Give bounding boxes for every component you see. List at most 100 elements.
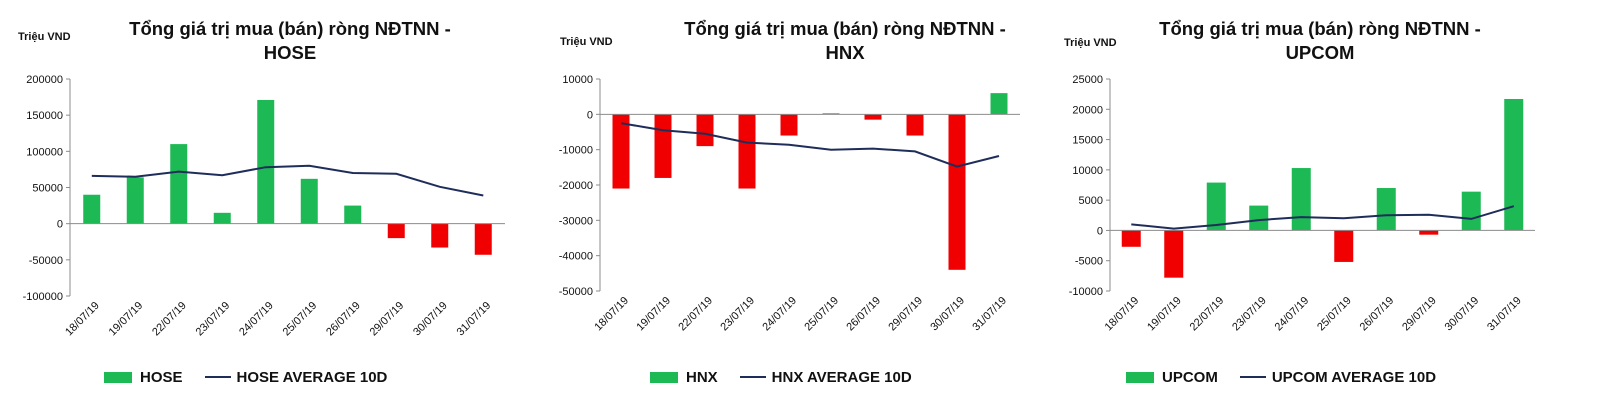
average-line bbox=[91, 164, 484, 197]
y-tick-label: 0 bbox=[57, 219, 63, 231]
y-unit-label: Triệu VND bbox=[1064, 37, 1117, 49]
legend-bar-swatch bbox=[1126, 371, 1154, 383]
bar-29-07-19 bbox=[906, 114, 924, 136]
x-tick-label: 29/07/19 bbox=[886, 295, 925, 334]
y-tick-label: 0 bbox=[1097, 225, 1103, 237]
y-tick-label: 0 bbox=[587, 109, 593, 121]
chart-legend: UPCOM UPCOM AVERAGE 10D bbox=[1126, 366, 1436, 388]
legend-bar-label: HOSE bbox=[140, 368, 183, 386]
bar-29-07-19 bbox=[387, 223, 405, 239]
bar-30-07-19 bbox=[1461, 191, 1481, 231]
x-tick-label: 19/07/19 bbox=[634, 295, 673, 334]
bar-22-07-19 bbox=[170, 144, 188, 224]
bar-24-07-19 bbox=[257, 99, 275, 224]
legend-bar-swatch bbox=[650, 371, 678, 383]
bar-23-07-19 bbox=[1249, 205, 1269, 231]
y-tick-label: 10000 bbox=[1072, 165, 1103, 177]
y-tick-label: -50000 bbox=[29, 255, 63, 267]
x-tick-label: 23/07/19 bbox=[194, 300, 233, 339]
x-tick-label: 22/07/19 bbox=[676, 295, 715, 334]
bar-26-07-19 bbox=[1376, 188, 1396, 231]
y-tick-label: 25000 bbox=[1072, 74, 1103, 86]
bar-31-07-19 bbox=[474, 223, 492, 255]
chart-panel-upcom: Triệu VND Tổng giá trị mua (bán) ròng NĐ… bbox=[1064, 0, 1600, 414]
y-tick-label: -30000 bbox=[559, 215, 593, 227]
bar-24-07-19 bbox=[780, 114, 798, 136]
x-tick-label: 24/07/19 bbox=[1273, 295, 1312, 334]
x-tick-label: 30/07/19 bbox=[928, 295, 967, 334]
chart-title-line1: Tổng giá trị mua (bán) ròng NĐTNN - bbox=[129, 18, 451, 39]
bar-23-07-19 bbox=[213, 212, 231, 224]
x-tick-label: 24/07/19 bbox=[237, 300, 276, 339]
x-tick-label: 23/07/19 bbox=[718, 295, 757, 334]
legend-line-label: HNX AVERAGE 10D bbox=[771, 368, 912, 386]
y-tick-label: 5000 bbox=[1079, 195, 1103, 207]
y-tick-label: 150000 bbox=[26, 110, 63, 122]
chart-title-line1: Tổng giá trị mua (bán) ròng NĐTNN - bbox=[1159, 18, 1481, 39]
y-tick-label: -100000 bbox=[23, 291, 63, 303]
y-tick-label: 20000 bbox=[1072, 104, 1103, 116]
x-tick-label: 25/07/19 bbox=[1315, 295, 1354, 334]
bar-26-07-19 bbox=[864, 114, 882, 120]
legend-bar-label: HNX bbox=[686, 368, 718, 386]
x-tick-label: 18/07/19 bbox=[63, 300, 102, 339]
x-tick-label: 31/07/19 bbox=[970, 295, 1009, 334]
bar-19-07-19 bbox=[126, 177, 144, 224]
bar-18-07-19 bbox=[83, 194, 101, 224]
x-tick-label: 19/07/19 bbox=[1145, 295, 1184, 334]
legend-line-swatch bbox=[204, 376, 231, 378]
x-tick-label: 25/07/19 bbox=[802, 295, 841, 334]
bar-23-07-19 bbox=[738, 114, 756, 189]
bar-19-07-19 bbox=[1164, 230, 1184, 278]
bar-18-07-19 bbox=[1121, 230, 1141, 247]
x-tick-label: 18/07/19 bbox=[592, 295, 631, 334]
x-tick-label: 22/07/19 bbox=[150, 300, 189, 339]
y-tick-label: 50000 bbox=[32, 183, 63, 195]
x-tick-label: 30/07/19 bbox=[1443, 295, 1482, 334]
x-tick-label: 31/07/19 bbox=[455, 300, 494, 339]
x-tick-label: 29/07/19 bbox=[1400, 295, 1439, 334]
chart-title: Tổng giá trị mua (bán) ròng NĐTNN - HNX bbox=[655, 17, 1035, 65]
chart-legend: HOSE HOSE AVERAGE 10D bbox=[104, 366, 387, 388]
average-line bbox=[620, 122, 1000, 168]
legend-bar-swatch bbox=[104, 371, 132, 383]
bar-24-07-19 bbox=[1291, 168, 1311, 231]
y-tick-label: 100000 bbox=[26, 146, 63, 158]
x-tick-label: 18/07/19 bbox=[1103, 295, 1142, 334]
y-unit-label: Triệu VND bbox=[18, 31, 71, 43]
x-tick-label: 19/07/19 bbox=[107, 300, 146, 339]
bar-25-07-19 bbox=[822, 113, 840, 115]
bar-22-07-19 bbox=[696, 114, 714, 147]
bar-22-07-19 bbox=[1206, 182, 1226, 231]
bar-30-07-19 bbox=[431, 223, 449, 248]
y-tick-label: -20000 bbox=[559, 180, 593, 192]
chart-plot-hose: 200000 150000 100000 50000 0 -50000 -10000018/… bbox=[23, 74, 505, 339]
y-tick-label: -5000 bbox=[1075, 256, 1103, 268]
chart-title-line2: UPCOM bbox=[1285, 42, 1355, 63]
y-unit-label: Triệu VND bbox=[560, 36, 613, 48]
bar-25-07-19 bbox=[1334, 230, 1354, 262]
y-tick-label: -50000 bbox=[559, 286, 593, 298]
chart-title-line2: HNX bbox=[825, 42, 865, 63]
bar-19-07-19 bbox=[654, 114, 672, 178]
y-tick-label: 10000 bbox=[562, 74, 593, 86]
x-tick-label: 30/07/19 bbox=[411, 300, 450, 339]
bar-18-07-19 bbox=[612, 114, 630, 189]
chart-plot-upcom: 25000 20000 15000 10000 5000 0 -5000 -1000018/0… bbox=[1069, 74, 1535, 334]
legend-line-swatch bbox=[739, 376, 766, 378]
y-tick-label: 200000 bbox=[26, 74, 63, 86]
legend-line-swatch bbox=[1239, 376, 1266, 378]
x-tick-label: 24/07/19 bbox=[760, 295, 799, 334]
y-tick-label: -10000 bbox=[559, 145, 593, 157]
x-tick-label: 31/07/19 bbox=[1485, 295, 1524, 334]
chart-title: Tổng giá trị mua (bán) ròng NĐTNN - UPCO… bbox=[1120, 17, 1520, 65]
x-tick-label: 29/07/19 bbox=[368, 300, 407, 339]
chart-title: Tổng giá trị mua (bán) ròng NĐTNN - HOSE bbox=[90, 17, 490, 65]
x-tick-label: 26/07/19 bbox=[324, 300, 363, 339]
legend-bar-label: UPCOM bbox=[1162, 368, 1218, 386]
legend-line-label: HOSE AVERAGE 10D bbox=[236, 368, 388, 386]
x-tick-label: 22/07/19 bbox=[1188, 295, 1227, 334]
x-tick-label: 25/07/19 bbox=[281, 300, 320, 339]
chart-panel-hose: Triệu VND Tổng giá trị mua (bán) ròng NĐ… bbox=[0, 0, 530, 414]
bar-31-07-19 bbox=[1504, 98, 1524, 231]
